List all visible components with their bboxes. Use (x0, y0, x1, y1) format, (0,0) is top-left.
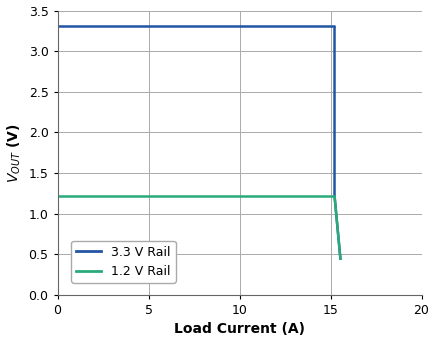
X-axis label: Load Current (A): Load Current (A) (174, 323, 304, 337)
Y-axis label: $V_{OUT}$ (V): $V_{OUT}$ (V) (6, 123, 23, 183)
Legend: 3.3 V Rail, 1.2 V Rail: 3.3 V Rail, 1.2 V Rail (71, 241, 175, 283)
